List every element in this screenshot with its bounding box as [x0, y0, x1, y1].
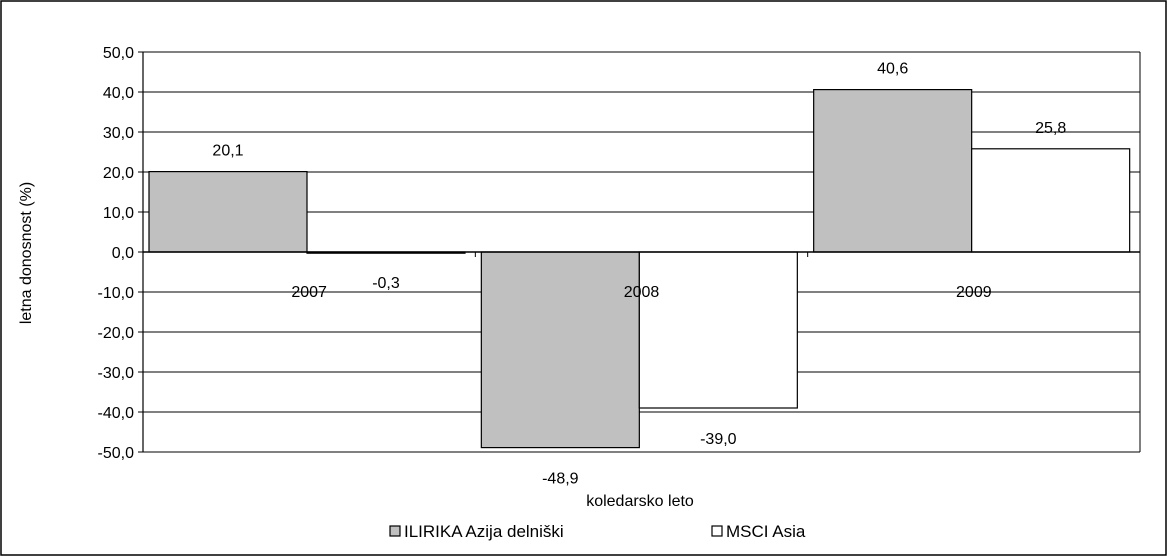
bar-msci-2008	[638, 251, 798, 409]
legend-label: ILIRIKA Azija delniški	[404, 522, 564, 541]
legend-swatch	[389, 525, 401, 537]
legend-label: MSCI Asia	[726, 522, 806, 541]
y-tick-label: 40,0	[103, 85, 134, 102]
y-tick-label: -50,0	[98, 445, 135, 462]
y-tick-label: 10,0	[103, 205, 134, 222]
y-tick-label: -40,0	[98, 405, 135, 422]
y-axis-title: letna donosnost (%)	[18, 182, 35, 324]
x-tick-label: 2008	[624, 284, 660, 301]
data-label: -39,0	[700, 431, 737, 448]
y-tick-label: -10,0	[98, 285, 135, 302]
x-axis: 2007 2008 2009	[142, 251, 1141, 301]
bar-ilirika-2009	[813, 88, 973, 253]
y-tick-label: 20,0	[103, 165, 134, 182]
bar-ilirika-2007	[148, 171, 308, 253]
data-label: 40,6	[877, 61, 908, 78]
bar-msci-2009	[971, 148, 1131, 253]
data-label: 25,8	[1035, 120, 1066, 137]
y-tick-label: 0,0	[112, 245, 134, 262]
y-tick-label: -30,0	[98, 365, 135, 382]
y-tick-label: 30,0	[103, 125, 134, 142]
x-tick-label: 2009	[956, 284, 992, 301]
y-tick-label: -20,0	[98, 325, 135, 342]
data-labels: 20,1 -48,9 40,6 -0,3 -39,0 25,8	[212, 61, 1066, 488]
x-axis-title: koledarsko leto	[586, 493, 694, 510]
legend: ILIRIKA Azija delniški MSCI Asia	[389, 522, 806, 541]
bar-ilirika-2008	[480, 251, 640, 449]
data-label: 20,1	[212, 143, 243, 160]
y-axis: 50,0 40,0 30,0 20,0 10,0 0,0 -10,0 -20,0 -30,0 -4…	[98, 45, 144, 462]
bars	[148, 88, 1131, 449]
data-label: -0,3	[372, 275, 400, 292]
y-tick-label: 50,0	[103, 45, 134, 62]
x-tick-label: 2007	[291, 284, 327, 301]
legend-swatch	[711, 525, 723, 537]
data-label: -48,9	[542, 471, 579, 488]
